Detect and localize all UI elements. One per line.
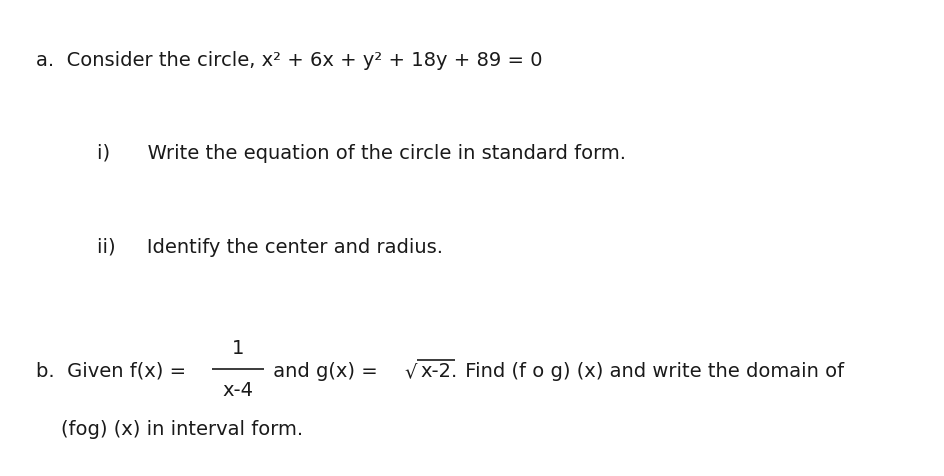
Text: x-2.: x-2. [420,362,458,381]
Text: b.  Given f(x) =: b. Given f(x) = [37,362,193,381]
Text: a.  Consider the circle, x² + 6x + y² + 18y + 89 = 0: a. Consider the circle, x² + 6x + y² + 1… [37,51,543,70]
Text: Find (f o g) (x) and write the domain of: Find (f o g) (x) and write the domain of [458,362,843,381]
Text: ii)     Identify the center and radius.: ii) Identify the center and radius. [96,238,442,257]
Text: and g(x) =: and g(x) = [267,362,384,381]
Text: √: √ [404,362,416,381]
Text: 1: 1 [231,338,244,357]
Text: x-4: x-4 [222,381,253,400]
Text: i)      Write the equation of the circle in standard form.: i) Write the equation of the circle in s… [96,144,625,163]
Text: (fog) (x) in interval form.: (fog) (x) in interval form. [37,420,303,439]
